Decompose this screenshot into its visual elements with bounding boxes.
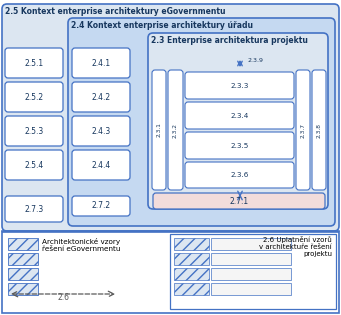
Text: 2.7.3: 2.7.3 bbox=[24, 204, 44, 214]
Bar bbox=[8, 283, 38, 295]
Bar bbox=[211, 268, 291, 280]
FancyBboxPatch shape bbox=[185, 72, 294, 99]
Text: 2.4.1: 2.4.1 bbox=[91, 59, 110, 67]
Text: 2.5.2: 2.5.2 bbox=[25, 93, 44, 101]
Text: 2.6: 2.6 bbox=[57, 293, 69, 301]
FancyBboxPatch shape bbox=[152, 70, 166, 190]
Text: Architektonické vzory
řešení eGovernmentu: Architektonické vzory řešení eGovernment… bbox=[42, 238, 120, 252]
Text: 2.5.4: 2.5.4 bbox=[24, 161, 44, 169]
Text: 2.3.7: 2.3.7 bbox=[300, 123, 306, 138]
Text: 2.4.3: 2.4.3 bbox=[91, 127, 110, 135]
Bar bbox=[174, 283, 209, 295]
FancyBboxPatch shape bbox=[72, 196, 130, 216]
Text: 2.3.3: 2.3.3 bbox=[230, 83, 249, 89]
FancyBboxPatch shape bbox=[148, 33, 328, 209]
Text: 2.7.2: 2.7.2 bbox=[91, 202, 110, 210]
Text: 2.4.4: 2.4.4 bbox=[91, 161, 110, 169]
FancyBboxPatch shape bbox=[185, 162, 294, 188]
Text: 2.3.2: 2.3.2 bbox=[173, 123, 178, 138]
Text: 2.5.3: 2.5.3 bbox=[24, 127, 44, 135]
FancyBboxPatch shape bbox=[5, 150, 63, 180]
Text: 2.7.1: 2.7.1 bbox=[229, 197, 249, 205]
FancyBboxPatch shape bbox=[68, 18, 335, 226]
Bar bbox=[170, 234, 336, 309]
Bar bbox=[174, 238, 209, 250]
Bar bbox=[2, 232, 339, 313]
FancyBboxPatch shape bbox=[153, 193, 325, 209]
Bar bbox=[8, 253, 38, 265]
FancyBboxPatch shape bbox=[2, 4, 339, 231]
Text: 2.5 Kontext enterprise architektury eGovernmentu: 2.5 Kontext enterprise architektury eGov… bbox=[5, 7, 225, 16]
FancyBboxPatch shape bbox=[296, 70, 310, 190]
FancyBboxPatch shape bbox=[72, 116, 130, 146]
Bar bbox=[211, 238, 291, 250]
Bar bbox=[8, 268, 38, 280]
Text: 2.3 Enterprise architektura projektu: 2.3 Enterprise architektura projektu bbox=[151, 36, 308, 45]
Text: 2.3.6: 2.3.6 bbox=[230, 172, 249, 178]
Text: 2.3.4: 2.3.4 bbox=[230, 112, 249, 118]
FancyBboxPatch shape bbox=[5, 196, 63, 222]
Bar bbox=[174, 253, 209, 265]
Text: 2.3.5: 2.3.5 bbox=[230, 142, 249, 148]
Bar bbox=[211, 283, 291, 295]
Bar bbox=[8, 238, 38, 250]
FancyBboxPatch shape bbox=[168, 70, 183, 190]
FancyBboxPatch shape bbox=[312, 70, 326, 190]
Text: 2.4 Kontext enterprise architektury úřadu: 2.4 Kontext enterprise architektury úřad… bbox=[71, 21, 253, 30]
FancyBboxPatch shape bbox=[5, 82, 63, 112]
Text: 2.3.8: 2.3.8 bbox=[316, 123, 322, 138]
Text: 2.3.9: 2.3.9 bbox=[247, 58, 263, 62]
Text: 2.5.1: 2.5.1 bbox=[25, 59, 44, 67]
Bar bbox=[211, 253, 291, 265]
FancyBboxPatch shape bbox=[72, 82, 130, 112]
FancyBboxPatch shape bbox=[72, 150, 130, 180]
Text: 2.6 Uplatnění vzorů
v architektuře řešení
projektu: 2.6 Uplatnění vzorů v architektuře řešen… bbox=[259, 236, 332, 257]
Text: 2.3.1: 2.3.1 bbox=[157, 123, 162, 137]
FancyBboxPatch shape bbox=[72, 48, 130, 78]
FancyBboxPatch shape bbox=[5, 116, 63, 146]
Bar bbox=[174, 268, 209, 280]
FancyBboxPatch shape bbox=[185, 132, 294, 159]
FancyBboxPatch shape bbox=[185, 102, 294, 129]
Text: 2.4.2: 2.4.2 bbox=[91, 93, 110, 101]
FancyBboxPatch shape bbox=[5, 48, 63, 78]
